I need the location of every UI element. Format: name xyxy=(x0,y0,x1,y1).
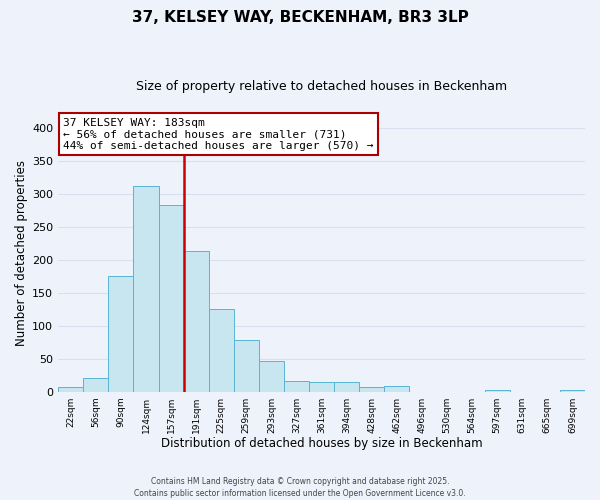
Bar xyxy=(109,276,133,392)
Bar xyxy=(485,390,510,392)
Bar xyxy=(234,340,259,392)
Bar xyxy=(83,378,109,392)
Text: 37, KELSEY WAY, BECKENHAM, BR3 3LP: 37, KELSEY WAY, BECKENHAM, BR3 3LP xyxy=(131,10,469,25)
Bar xyxy=(58,387,83,392)
Bar xyxy=(359,387,384,392)
Bar xyxy=(209,308,234,392)
Y-axis label: Number of detached properties: Number of detached properties xyxy=(15,160,28,346)
Bar xyxy=(184,252,209,392)
Text: 37 KELSEY WAY: 183sqm
← 56% of detached houses are smaller (731)
44% of semi-det: 37 KELSEY WAY: 183sqm ← 56% of detached … xyxy=(64,118,374,151)
Bar xyxy=(334,382,359,392)
Bar xyxy=(259,360,284,392)
X-axis label: Distribution of detached houses by size in Beckenham: Distribution of detached houses by size … xyxy=(161,437,482,450)
Bar xyxy=(309,382,334,392)
Bar xyxy=(158,205,184,392)
Bar xyxy=(560,390,585,392)
Bar xyxy=(384,386,409,392)
Title: Size of property relative to detached houses in Beckenham: Size of property relative to detached ho… xyxy=(136,80,507,93)
Text: Contains HM Land Registry data © Crown copyright and database right 2025.
Contai: Contains HM Land Registry data © Crown c… xyxy=(134,476,466,498)
Bar xyxy=(133,186,158,392)
Bar xyxy=(284,381,309,392)
